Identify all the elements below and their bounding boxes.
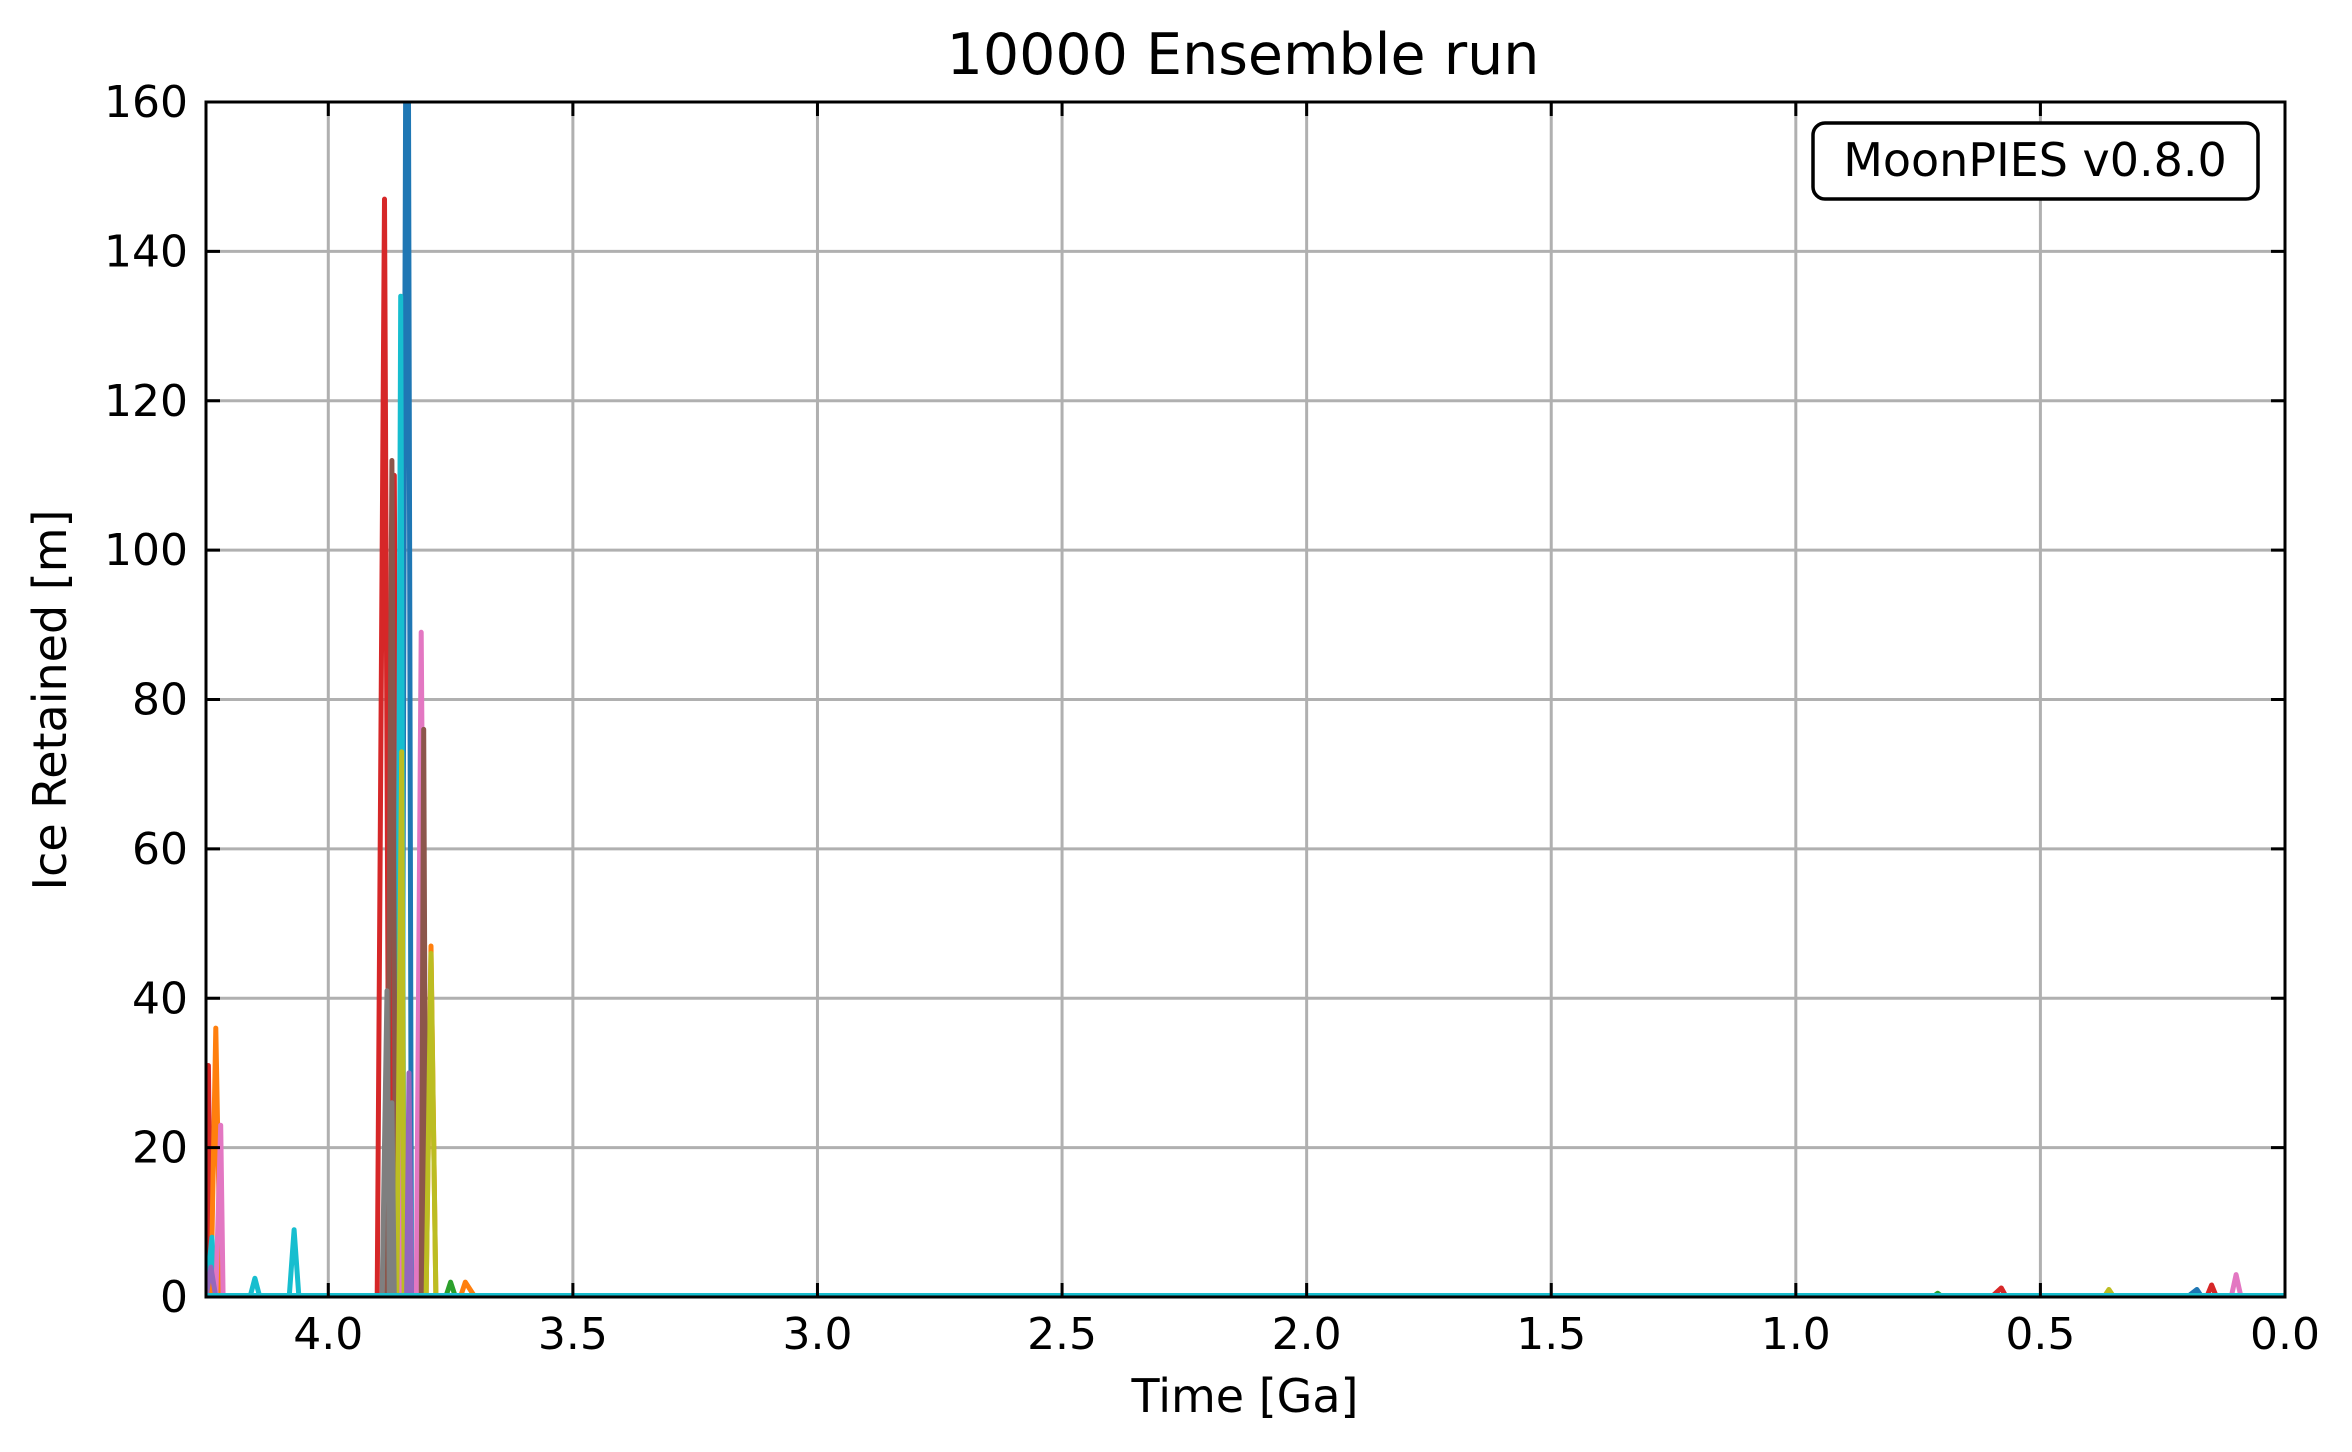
y-tick-label: 40 — [132, 973, 188, 1024]
series-line-4 — [213, 629, 2285, 1297]
series-line-5 — [384, 458, 2285, 1297]
y-tick-label: 60 — [132, 824, 188, 875]
grid-lines — [206, 100, 2287, 1299]
version-annotation: MoonPIES v0.8.0 — [1811, 121, 2260, 201]
y-axis-label: Ice Retained [m] — [23, 510, 77, 891]
x-tick-label: 2.0 — [1272, 1309, 1342, 1360]
x-tick-label: 0.5 — [2005, 1309, 2075, 1360]
series-line-7 — [379, 988, 2285, 1297]
y-tick-label: 80 — [132, 675, 188, 726]
chart-title: 10000 Ensemble run — [947, 22, 1540, 88]
x-tick-label: 2.5 — [1027, 1309, 1097, 1360]
axis-ticks: 4.0 3.5 3.0 2.5 2.0 1.5 1.0 0.5 0.0 0 20 40 60 80 100 1… — [104, 77, 2320, 1360]
x-tick-label: 1.0 — [1761, 1309, 1831, 1360]
annotation-box — [1811, 121, 2260, 201]
x-tick-label: 4.0 — [293, 1309, 363, 1360]
y-tick-label: 100 — [104, 525, 188, 576]
x-tick-label: 3.5 — [538, 1309, 608, 1360]
x-tick-label: 0.0 — [2250, 1309, 2320, 1360]
series-line-6 — [394, 749, 2285, 1297]
y-tick-label: 140 — [104, 226, 188, 277]
y-tick-label: 0 — [160, 1272, 188, 1323]
series-line-0 — [206, 196, 2285, 1297]
y-tick-label: 160 — [104, 77, 188, 128]
series-line-8 — [206, 1070, 2285, 1297]
series-lines — [206, 102, 2285, 1297]
series-line-9 — [443, 1279, 2285, 1297]
annotation-text: MoonPIES v0.8.0 — [1843, 133, 2227, 187]
x-axis-label: Time [Ga] — [1131, 1369, 1359, 1423]
y-tick-label: 120 — [104, 376, 188, 427]
y-tick-label: 20 — [132, 1123, 188, 1174]
x-tick-label: 1.5 — [1516, 1309, 1586, 1360]
series-line-3 — [206, 293, 2285, 1297]
x-tick-label: 3.0 — [782, 1309, 852, 1360]
